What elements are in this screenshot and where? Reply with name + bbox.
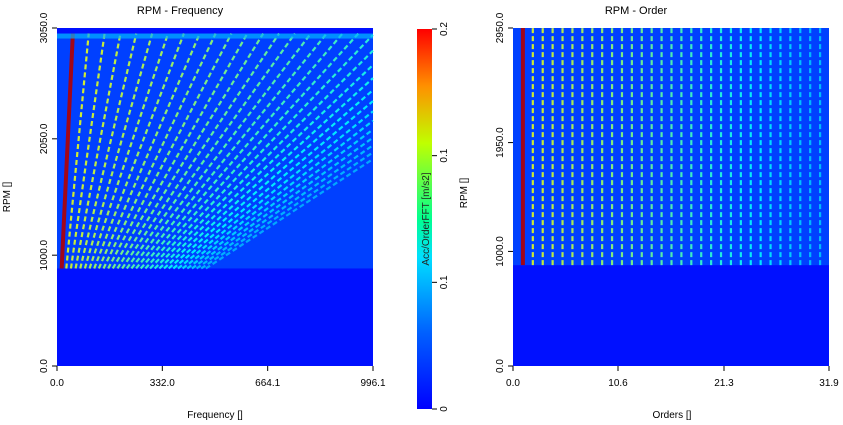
chart1-order-line: [111, 32, 249, 270]
chart1-order-line: [139, 32, 344, 270]
chart2-x-label: Orders []: [653, 410, 692, 421]
chart1-x-tick-label: 0.0: [50, 378, 64, 389]
chart2-x-tick-label: 21.3: [714, 378, 734, 389]
chart1-order-line: [144, 32, 360, 270]
chart2-x-ticks: 0.0 10.6 21.3 31.9: [506, 366, 839, 389]
chart1-heatmap-marks: [57, 32, 374, 270]
chart1-y-tick-label: 3050.0: [39, 12, 50, 43]
chart1-x-tick-label: 332.0: [150, 378, 175, 389]
chart1-order-line: [83, 33, 154, 269]
chart1-y-tick-label: 2050.0: [39, 123, 50, 154]
chart1-order-line: [158, 64, 374, 270]
chart2-signal-region: [513, 28, 829, 266]
chart1-order-line: [93, 33, 185, 269]
colorbar-label: Acc/OrderFFT [m/s2]: [421, 172, 432, 265]
chart2-y-tick-label: 2950.0: [495, 12, 506, 43]
chart1-y-label: RPM []: [2, 182, 13, 213]
chart1-order-line: [149, 34, 374, 270]
chart1-order-line: [125, 32, 296, 270]
chart-rpm-frequency: RPM - Frequency 0.0 332.0 664.1 996.1 0.0 10…: [2, 5, 386, 421]
chart2-x-tick-label: 10.6: [608, 378, 628, 389]
chart-rpm-order: RPM - Order 0.0 10.6 21.3 31.9 0.0 1000.0 195…: [459, 5, 839, 421]
chart2-y-label: RPM []: [459, 178, 470, 209]
chart1-order-line: [65, 33, 90, 269]
chart2-y-tick-label: 0.0: [495, 359, 506, 373]
colorbar-ticks: 0.2 0.1 0.1 0: [432, 22, 450, 412]
chart1-order-line: [130, 32, 312, 270]
chart1-order-line: [167, 89, 374, 270]
chart1-x-ticks: 0.0 332.0 664.1 996.1: [50, 366, 386, 389]
chart2-y-ticks: 0.0 1000.0 1950.0 2950.0: [495, 12, 513, 373]
chart1-order-line: [121, 32, 280, 270]
chart2-y-tick-label: 1950.0: [495, 127, 506, 158]
chart2-heatmap-marks: [513, 28, 829, 266]
chart1-order-line: [97, 33, 201, 269]
chart1-order-line: [186, 128, 374, 270]
chart1-x-label: Frequency []: [187, 410, 243, 421]
chart1-order-line: [195, 144, 374, 270]
chart1-order-line: [205, 158, 374, 270]
chart1-order-line: [107, 33, 233, 269]
colorbar-tick-label: 0.1: [439, 275, 450, 289]
chart1-order-line: [153, 49, 374, 270]
colorbar-gradient: [417, 29, 432, 409]
chart1-y-tick-label: 0.0: [39, 359, 50, 373]
colorbar-tick-label: 0.2: [439, 22, 450, 36]
colorbar: 0.2 0.1 0.1 0 Acc/OrderFFT [m/s2]: [417, 22, 450, 412]
chart2-x-tick-label: 0.0: [506, 378, 520, 389]
chart1-order-line: [177, 110, 374, 270]
chart1-x-tick-label: 664.1: [255, 378, 280, 389]
colorbar-tick-label: 0: [439, 406, 450, 412]
chart2-y-tick-label: 1000.0: [495, 236, 506, 267]
chart1-order-line: [200, 151, 374, 270]
chart1-order-line: [135, 32, 328, 270]
chart2-x-tick-label: 31.9: [819, 378, 839, 389]
chart1-title: RPM - Frequency: [137, 5, 224, 17]
colorbar-tick-label: 0.1: [439, 148, 450, 162]
chart1-order-line: [181, 119, 374, 270]
chart1-y-tick-label: 1000.0: [39, 239, 50, 270]
chart1-y-ticks: 0.0 1000.0 2050.0 3050.0: [39, 12, 57, 373]
chart1-top-band: [57, 33, 373, 39]
chart1-order-line: [163, 77, 374, 270]
chart1-order-line: [88, 33, 170, 269]
chart1-order-line: [102, 33, 217, 269]
chart1-order-line: [172, 100, 374, 270]
chart2-title: RPM - Order: [605, 5, 668, 17]
chart1-x-tick-label: 996.1: [360, 378, 385, 389]
chart1-order-line: [191, 136, 374, 270]
chart1-order-line: [59, 33, 75, 269]
chart1-order-line: [79, 33, 138, 269]
chart1-order-line: [116, 32, 265, 270]
